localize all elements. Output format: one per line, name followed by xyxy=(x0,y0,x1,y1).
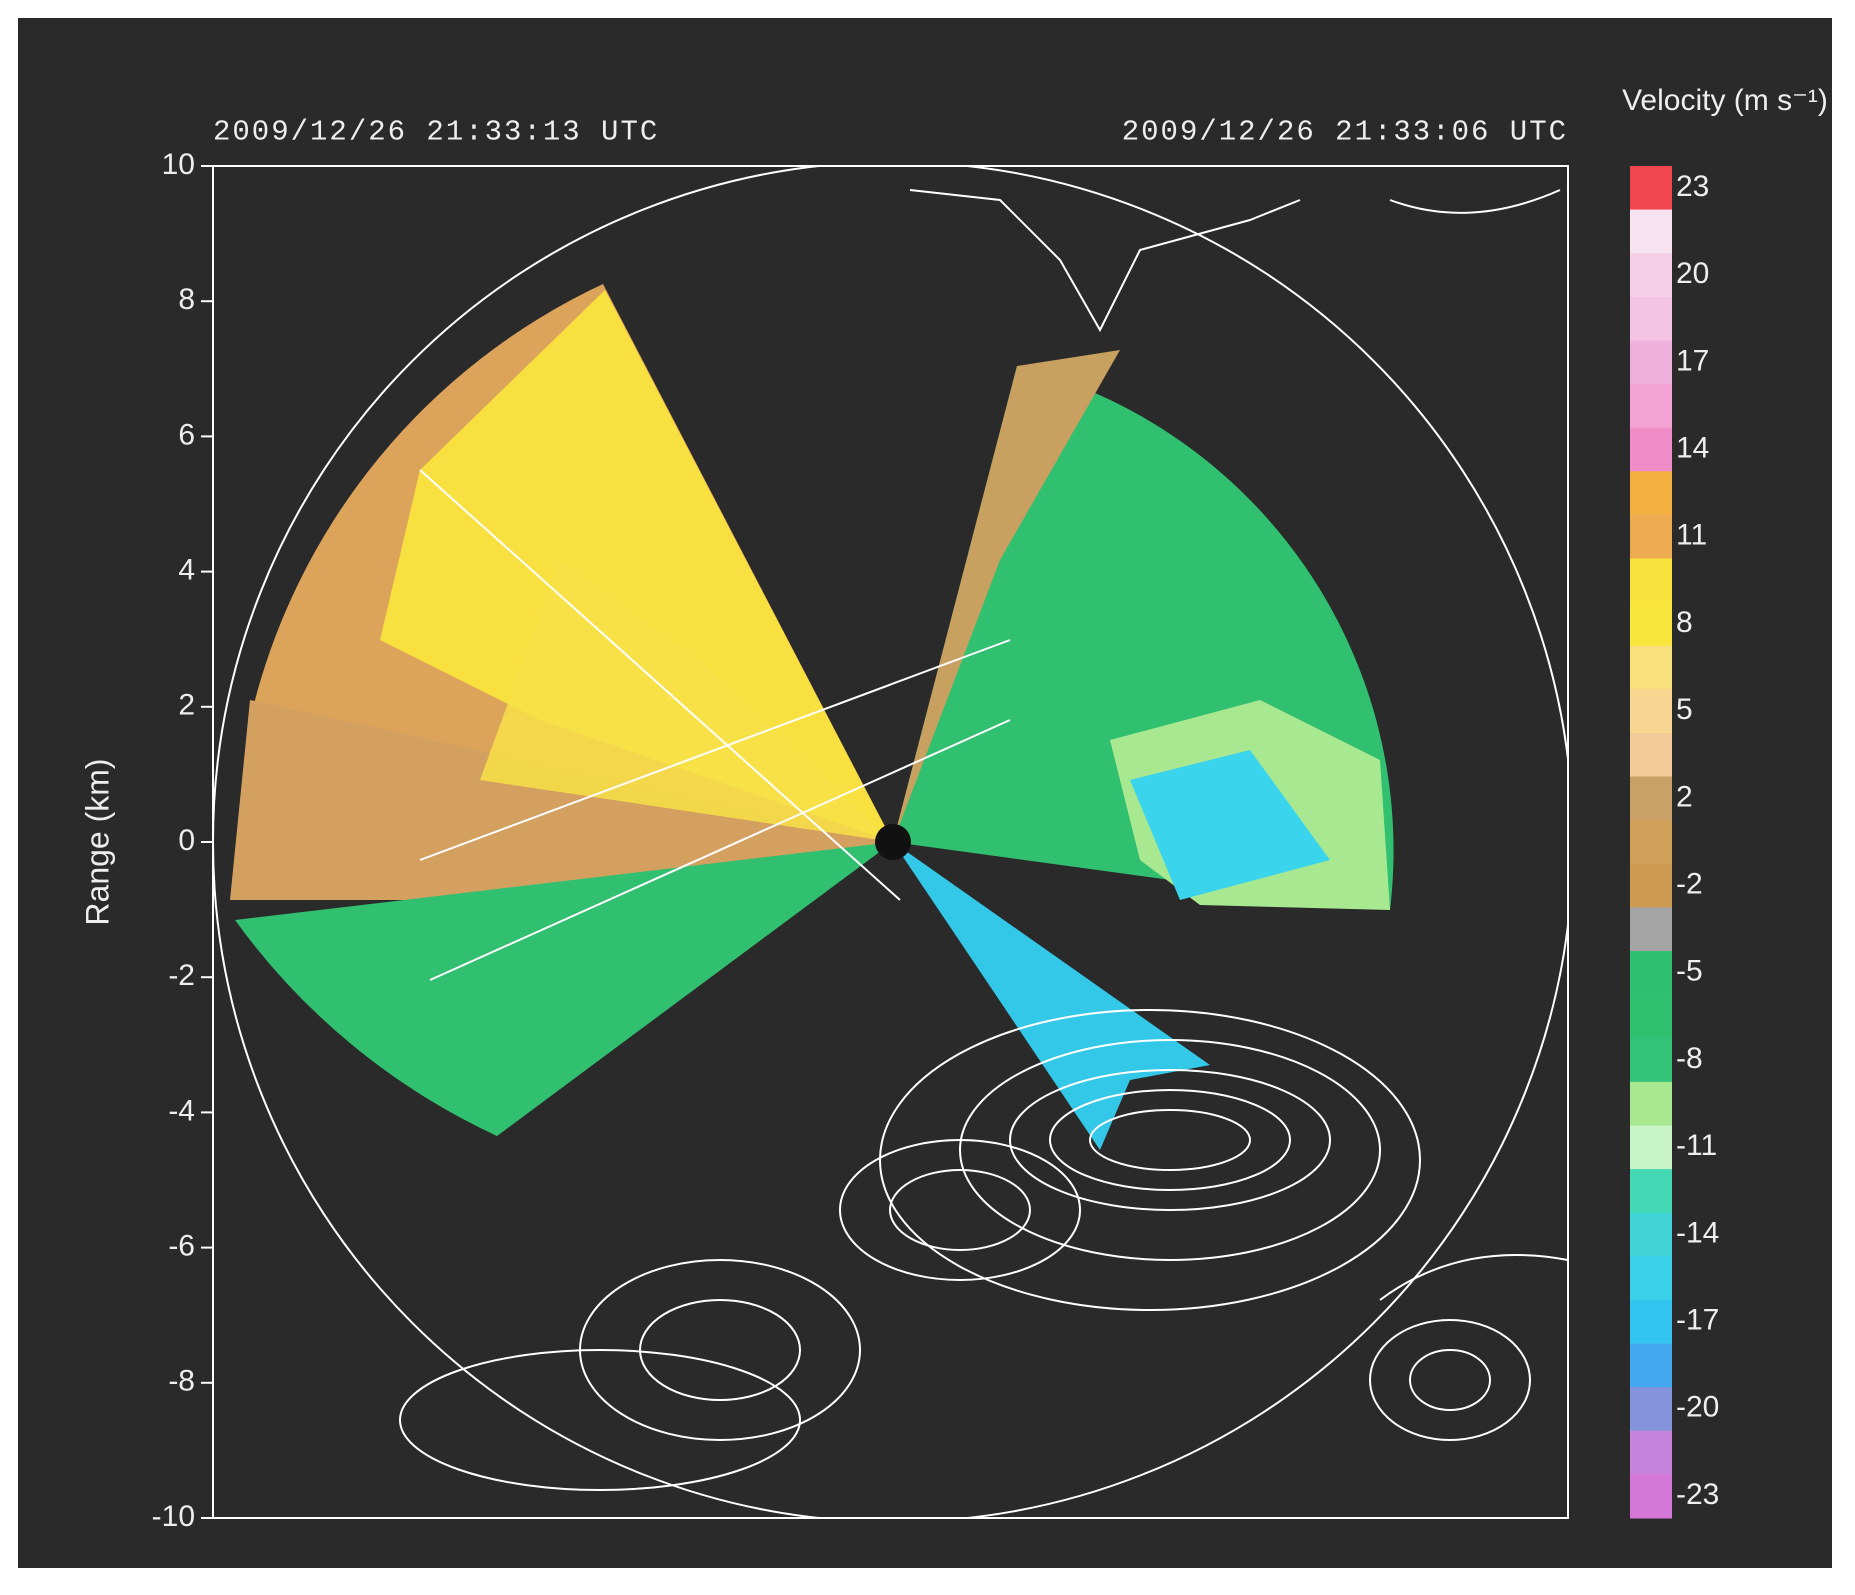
radar-field xyxy=(213,166,1568,1518)
y-tick-label: -6 xyxy=(168,1230,195,1263)
colorbar-band xyxy=(1630,994,1672,1039)
colorbar-tick-label: 5 xyxy=(1676,693,1693,726)
colorbar-band xyxy=(1630,1474,1672,1519)
colorbar-band xyxy=(1630,689,1672,734)
tan-region xyxy=(230,700,893,900)
left-timestamp: 2009/12/26 21:33:13 UTC xyxy=(213,116,659,149)
colorbar-tick-label: 8 xyxy=(1676,606,1693,639)
colorbar-band xyxy=(1630,384,1672,429)
colorbar-band xyxy=(1630,514,1672,560)
right-timestamp: 2009/12/26 21:33:06 UTC xyxy=(1122,116,1568,149)
colorbar-tick-label: -14 xyxy=(1676,1216,1719,1249)
colorbar-tick-label: -11 xyxy=(1676,1129,1717,1162)
colorbar-band xyxy=(1630,296,1672,341)
y-tick-label: 6 xyxy=(178,418,195,451)
colorbar-band xyxy=(1630,1038,1672,1083)
cyan-region xyxy=(1130,750,1330,900)
y-tick-label: -4 xyxy=(168,1094,195,1127)
colorbar-band xyxy=(1630,1125,1672,1170)
colorbar-band xyxy=(1630,558,1672,603)
colorbar-tick-label: 11 xyxy=(1676,519,1707,552)
colorbar-band xyxy=(1630,907,1672,952)
colorbar-band xyxy=(1630,1430,1672,1475)
colorbar-band xyxy=(1630,820,1672,865)
colorbar-band xyxy=(1630,645,1672,690)
colorbar-band xyxy=(1630,1212,1672,1257)
radar-site xyxy=(875,824,911,860)
colorbar-band xyxy=(1630,1169,1672,1214)
cyan-beam xyxy=(893,842,1210,1150)
y-tick-label: 10 xyxy=(162,148,195,181)
colorbar-tick-label: 2 xyxy=(1676,780,1693,813)
y-tick-label: 8 xyxy=(178,283,195,316)
colorbar-band xyxy=(1630,471,1672,516)
colorbar-band xyxy=(1630,732,1672,778)
colorbar-band xyxy=(1630,253,1672,298)
colorbar-tick-label: -5 xyxy=(1676,955,1703,988)
y-tick-label: 2 xyxy=(178,689,195,722)
terrain-contours xyxy=(399,189,1568,1491)
colorbar-band xyxy=(1630,1387,1672,1432)
colorbar-tick-label: -23 xyxy=(1676,1478,1719,1511)
colorbar-tick-label: -17 xyxy=(1676,1304,1719,1337)
colorbar-band xyxy=(1630,1343,1672,1388)
green-region-left xyxy=(235,842,893,1136)
colorbar-band xyxy=(1630,863,1672,908)
y-tick-label: -2 xyxy=(168,959,195,992)
colorbar-tick-label: 20 xyxy=(1676,257,1709,290)
colorbar-band xyxy=(1630,209,1672,254)
y-tick-label: -10 xyxy=(152,1500,195,1533)
colorbar-label: Velocity (m s⁻¹) xyxy=(1622,84,1828,117)
colorbar-band xyxy=(1630,427,1672,472)
yellow-band xyxy=(480,560,893,842)
colorbar-tick-label: 14 xyxy=(1676,432,1709,465)
colorbar-tick-label: -8 xyxy=(1676,1042,1703,1075)
colorbar-band xyxy=(1630,340,1672,385)
colorbar-band xyxy=(1630,1081,1672,1126)
colorbar-band xyxy=(1630,166,1672,211)
colorbar-band xyxy=(1630,951,1672,996)
tan-edge xyxy=(893,350,1120,842)
colorbar-band xyxy=(1630,776,1672,821)
colorbar-tick-label: 17 xyxy=(1676,344,1709,377)
colorbar-band xyxy=(1630,1299,1672,1345)
colorbar-band xyxy=(1630,1256,1672,1301)
colorbar-tick-label: 23 xyxy=(1676,170,1709,203)
colorbar-tick-label: -20 xyxy=(1676,1391,1719,1424)
y-tick-label: -8 xyxy=(168,1365,195,1398)
colorbar-band xyxy=(1630,602,1672,647)
colorbar-tick-label: -2 xyxy=(1676,868,1703,901)
y-tick-label: 4 xyxy=(178,554,195,587)
y-tick-label: 0 xyxy=(178,824,195,857)
y-axis-label: Range (km) xyxy=(79,758,115,925)
